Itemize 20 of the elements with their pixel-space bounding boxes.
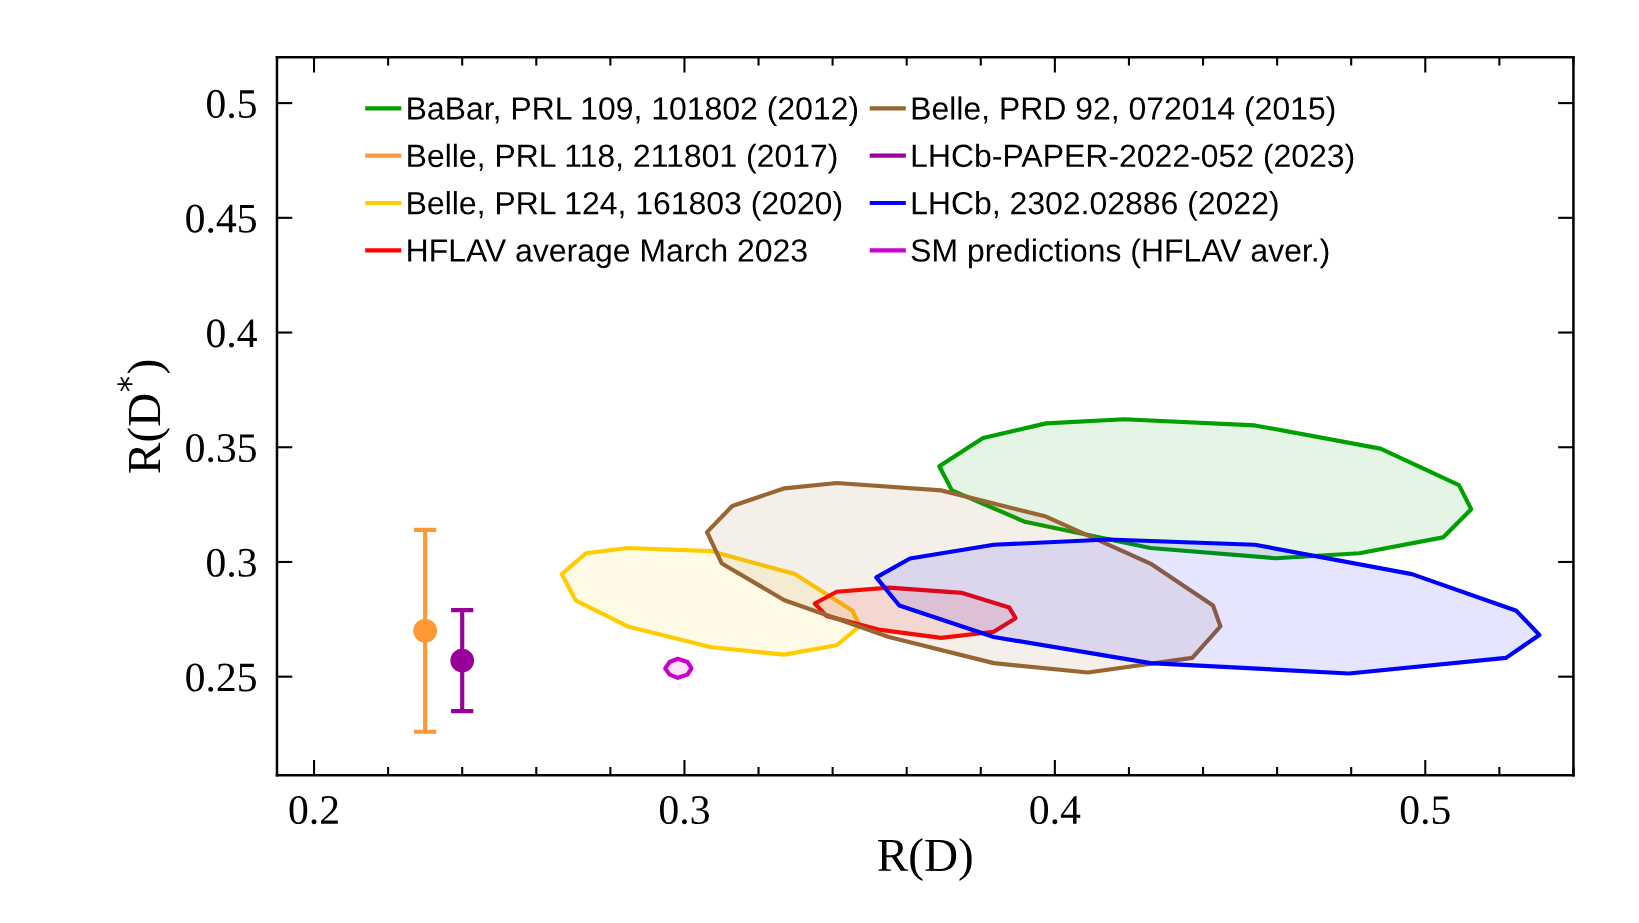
x-tick-label: 0.3 [659, 795, 709, 825]
legend-label: LHCb-PAPER-2022-052 (2023) [912, 143, 1354, 174]
y-tick-label: 0.3 [207, 548, 256, 578]
legend-label: LHCb, 2302.02886 (2022) [912, 191, 1278, 221]
y-tick-label: 0.5 [207, 89, 256, 119]
legend-label: Belle, PRL 118, 211801 (2017) [408, 143, 837, 174]
legend-label: Belle, PRD 92, 072014 (2015) [912, 96, 1335, 127]
legend-label: HFLAV average March 2023 [408, 238, 807, 269]
x-tick-label: 0.4 [1030, 795, 1081, 825]
legend-label: Belle, PRL 124, 161803 (2020) [408, 191, 842, 221]
x-axis-title: R(D) [878, 838, 972, 881]
y-tick-label: 0.35 [186, 433, 256, 463]
y-tick-label: 0.4 [207, 319, 257, 348]
y-tick-label: 0.45 [186, 204, 256, 233]
legend-label: BaBar, PRL 109, 101802 (2012) [408, 96, 858, 127]
legend-label: SM predictions (HFLAV aver.) [911, 238, 1329, 269]
x-tick-label: 0.2 [289, 795, 338, 825]
y-tick-label: 0.25 [186, 663, 256, 692]
x-tick-label: 0.5 [1400, 795, 1450, 825]
y-axis-title: R(D$^{*}$) [117, 360, 171, 473]
